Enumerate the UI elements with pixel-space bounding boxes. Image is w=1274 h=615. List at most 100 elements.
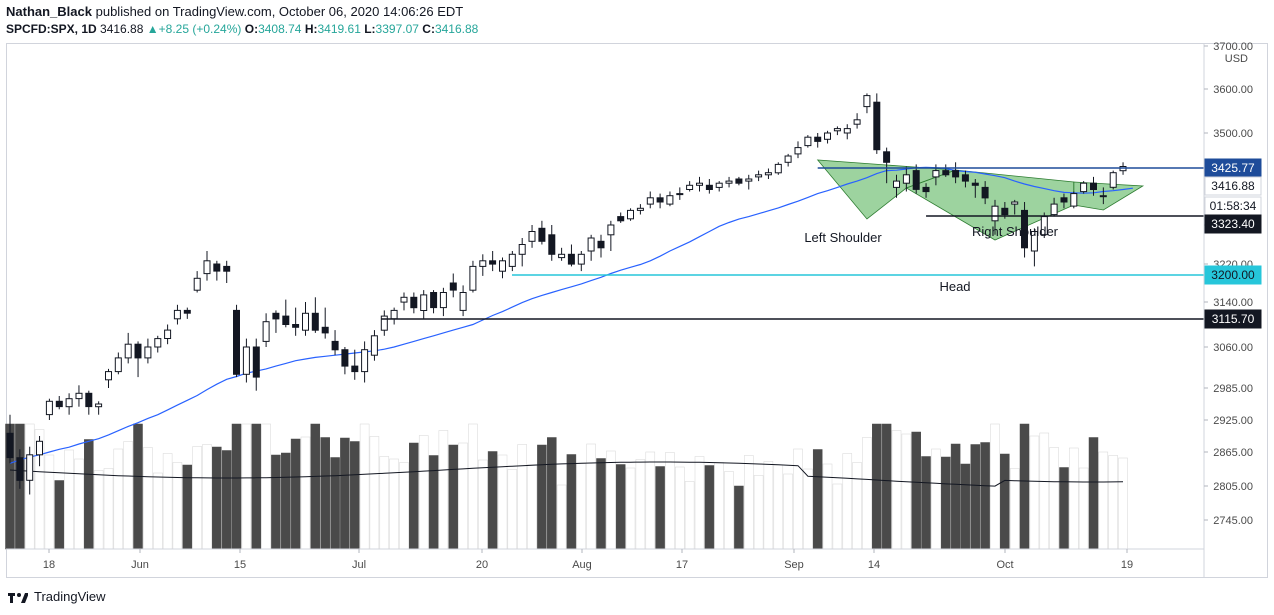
candle: [252, 338, 260, 391]
candle-body: [36, 440, 43, 456]
candle: [548, 225, 556, 261]
candle: [6, 414, 14, 464]
candle-body: [1060, 197, 1068, 203]
candle: [193, 271, 201, 293]
volume-bar: [241, 423, 252, 550]
candle: [1060, 193, 1068, 209]
time-tick-label: Jul: [352, 559, 366, 571]
volume-bar: [359, 423, 370, 550]
candle: [627, 208, 634, 221]
candle-body: [380, 315, 388, 331]
candle: [646, 191, 654, 209]
price-tick-label: 3060.00: [1213, 342, 1253, 354]
candle-body: [902, 174, 910, 184]
price-label: 3200.00: [1204, 265, 1262, 285]
brand-name[interactable]: TradingView: [34, 589, 106, 604]
volume-bar: [803, 468, 813, 550]
price-label: 01:58:34: [1204, 196, 1262, 216]
candle-body: [745, 178, 753, 182]
volume-bar: [84, 439, 94, 550]
volume-bar: [960, 463, 971, 550]
candle: [321, 307, 329, 339]
price-label: 3416.88: [1204, 176, 1262, 196]
candle-body: [65, 398, 73, 408]
candle: [764, 168, 772, 179]
candle-body: [617, 216, 625, 222]
candle: [213, 260, 221, 281]
candle: [292, 307, 300, 336]
annotation-label: Head: [939, 279, 970, 294]
volume-bar: [153, 472, 163, 550]
candle: [833, 126, 841, 136]
volume-bar: [655, 466, 665, 550]
volume-bar: [271, 454, 281, 550]
candle: [755, 170, 763, 182]
volume-bar: [1029, 435, 1040, 550]
candle-body: [567, 253, 575, 265]
volume-bar: [704, 465, 715, 550]
volume-bar: [418, 435, 429, 550]
candle-body: [794, 147, 802, 155]
price-tick-label: 2865.00: [1213, 447, 1253, 459]
candle-body: [124, 343, 132, 359]
price-change: +8.25 (+0.24%): [158, 22, 242, 36]
candle-body: [420, 294, 428, 311]
candle: [843, 124, 851, 140]
candle: [518, 238, 526, 267]
candle-body: [725, 180, 733, 184]
price-label: 3425.77: [1204, 158, 1262, 178]
time-axis[interactable]: 18 Jun 15 Jul 20 Aug 17 Sep 14 Oct 19: [6, 548, 1204, 571]
candle-body: [942, 170, 950, 176]
candle-body: [932, 170, 940, 178]
volume-bar: [1019, 423, 1030, 550]
candle-body: [833, 128, 841, 132]
candle: [922, 183, 930, 198]
candle: [459, 285, 467, 317]
price-label-text: 3425.77: [1211, 161, 1255, 175]
candle: [794, 141, 802, 159]
horizontal-lines[interactable]: [381, 167, 1204, 320]
candle-body: [1030, 231, 1038, 252]
candle-body: [883, 151, 891, 163]
time-tick-label: 18: [43, 559, 55, 571]
volume-bar: [753, 475, 764, 550]
candle-body: [558, 253, 566, 259]
candle-body: [252, 346, 260, 378]
price-axis[interactable]: 3700.003600.003500.003280.003220.003140.…: [1203, 41, 1262, 578]
price-tick-label: 2805.00: [1213, 481, 1253, 493]
candle: [1109, 170, 1117, 190]
symbol-label[interactable]: SPCFD:SPX, 1D: [6, 22, 97, 36]
volume-bar: [74, 458, 84, 550]
candle-body: [223, 265, 231, 272]
author-name[interactable]: Nathan_Black: [6, 4, 92, 19]
volume-bar: [487, 451, 498, 550]
candle-body: [696, 182, 703, 186]
candle-body: [203, 260, 211, 275]
volume-bar: [1078, 467, 1089, 550]
candle-body: [370, 335, 378, 356]
volume-bar: [458, 442, 468, 550]
candle-body: [804, 136, 812, 147]
candle: [656, 193, 664, 209]
candle-body: [213, 263, 221, 272]
candle-body: [469, 265, 477, 291]
candle: [715, 181, 723, 192]
volume-bar: [842, 453, 853, 550]
high-value: 3419.61: [317, 22, 361, 36]
volume-bar: [615, 464, 626, 550]
volume-bar: [350, 441, 360, 550]
annotation-label: Left Shoulder: [804, 230, 882, 245]
chart-frame: [6, 43, 1268, 578]
volume-bar: [251, 423, 262, 550]
volume-bar: [281, 452, 291, 550]
price-label-text: 3200.00: [1211, 268, 1255, 282]
candle: [883, 147, 891, 184]
volume-bar: [300, 436, 311, 550]
open-label: O:: [244, 22, 259, 36]
volume-bar: [399, 462, 409, 550]
candle-body: [341, 349, 349, 367]
candle-body: [193, 277, 201, 291]
candle: [114, 352, 122, 375]
candle-body: [499, 260, 506, 272]
